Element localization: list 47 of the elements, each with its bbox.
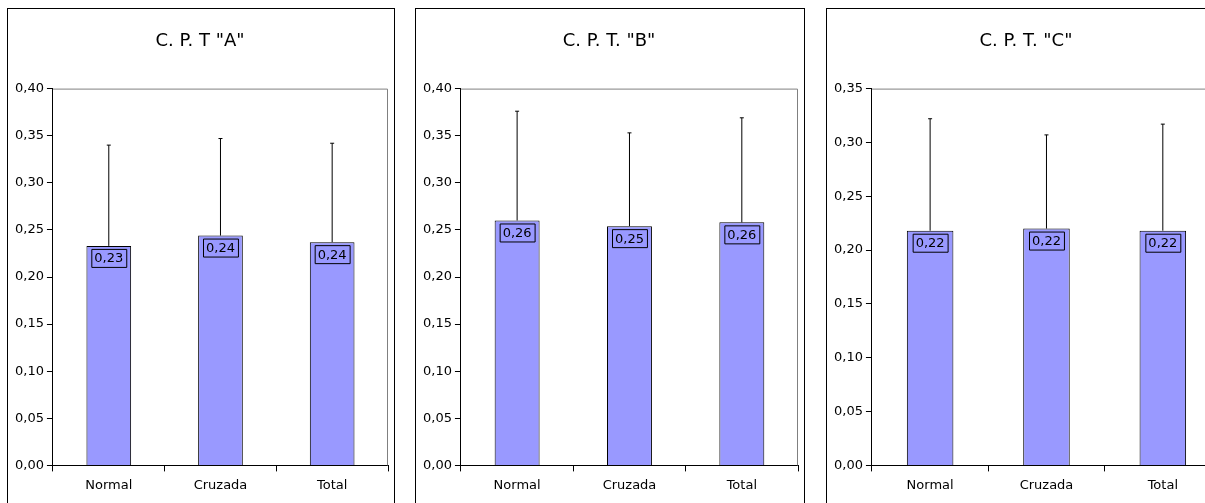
x-tick-label: Total (725, 476, 758, 492)
y-tick-label: 0,20 (14, 268, 44, 284)
data-label: 0,22 (915, 235, 945, 251)
data-label: 0,22 (1148, 235, 1178, 251)
y-tick-label: 0,05 (833, 402, 863, 418)
data-label: 0,26 (727, 226, 757, 242)
y-tick-label: 0,15 (833, 295, 863, 311)
chart-title: C. P. T. "B" (562, 29, 656, 51)
y-tick-label: 0,25 (422, 221, 452, 237)
y-tick-label: 0,00 (422, 456, 452, 472)
y-tick-label: 0,30 (14, 174, 44, 190)
y-tick-label: 0,30 (422, 174, 452, 190)
y-tick-label: 0,05 (14, 409, 44, 425)
y-tick-label: 0,00 (14, 456, 44, 472)
data-label: 0,24 (206, 239, 235, 255)
y-tick-label: 0,00 (833, 456, 863, 472)
x-tick-label: Cruzada (602, 476, 657, 492)
data-label: 0,24 (317, 246, 347, 262)
y-tick-label: 0,05 (422, 409, 452, 425)
y-tick-label: 0,15 (422, 315, 452, 331)
y-tick-label: 0,10 (14, 362, 44, 378)
y-tick-label: 0,35 (422, 127, 452, 143)
y-tick-label: 0,30 (833, 133, 863, 149)
y-tick-label: 0,20 (422, 268, 452, 284)
data-label: 0,23 (94, 250, 124, 266)
y-tick-label: 0,35 (833, 79, 863, 95)
x-tick-label: Cruzada (193, 476, 248, 492)
y-tick-label: 0,25 (833, 187, 863, 203)
y-tick-label: 0,40 (14, 79, 44, 95)
y-tick-label: 0,25 (14, 221, 44, 237)
data-label: 0,22 (1032, 232, 1061, 248)
y-tick-label: 0,10 (833, 349, 863, 365)
y-tick-label: 0,15 (14, 315, 44, 331)
data-label: 0,26 (502, 224, 532, 240)
x-tick-label: Normal (493, 476, 541, 492)
x-tick-label: Normal (906, 476, 954, 492)
y-tick-label: 0,40 (422, 79, 452, 95)
y-tick-label: 0,35 (14, 127, 44, 143)
y-tick-label: 0,10 (422, 362, 452, 378)
chart-title: C. P. T "A" (155, 29, 245, 51)
x-tick-label: Total (315, 476, 348, 492)
x-tick-label: Total (1146, 476, 1179, 492)
x-tick-label: Cruzada (1019, 476, 1074, 492)
chart-title: C. P. T. "C" (979, 29, 1073, 51)
x-tick-label: Normal (85, 476, 133, 492)
y-tick-label: 0,20 (833, 241, 863, 257)
data-label: 0,25 (615, 230, 644, 246)
